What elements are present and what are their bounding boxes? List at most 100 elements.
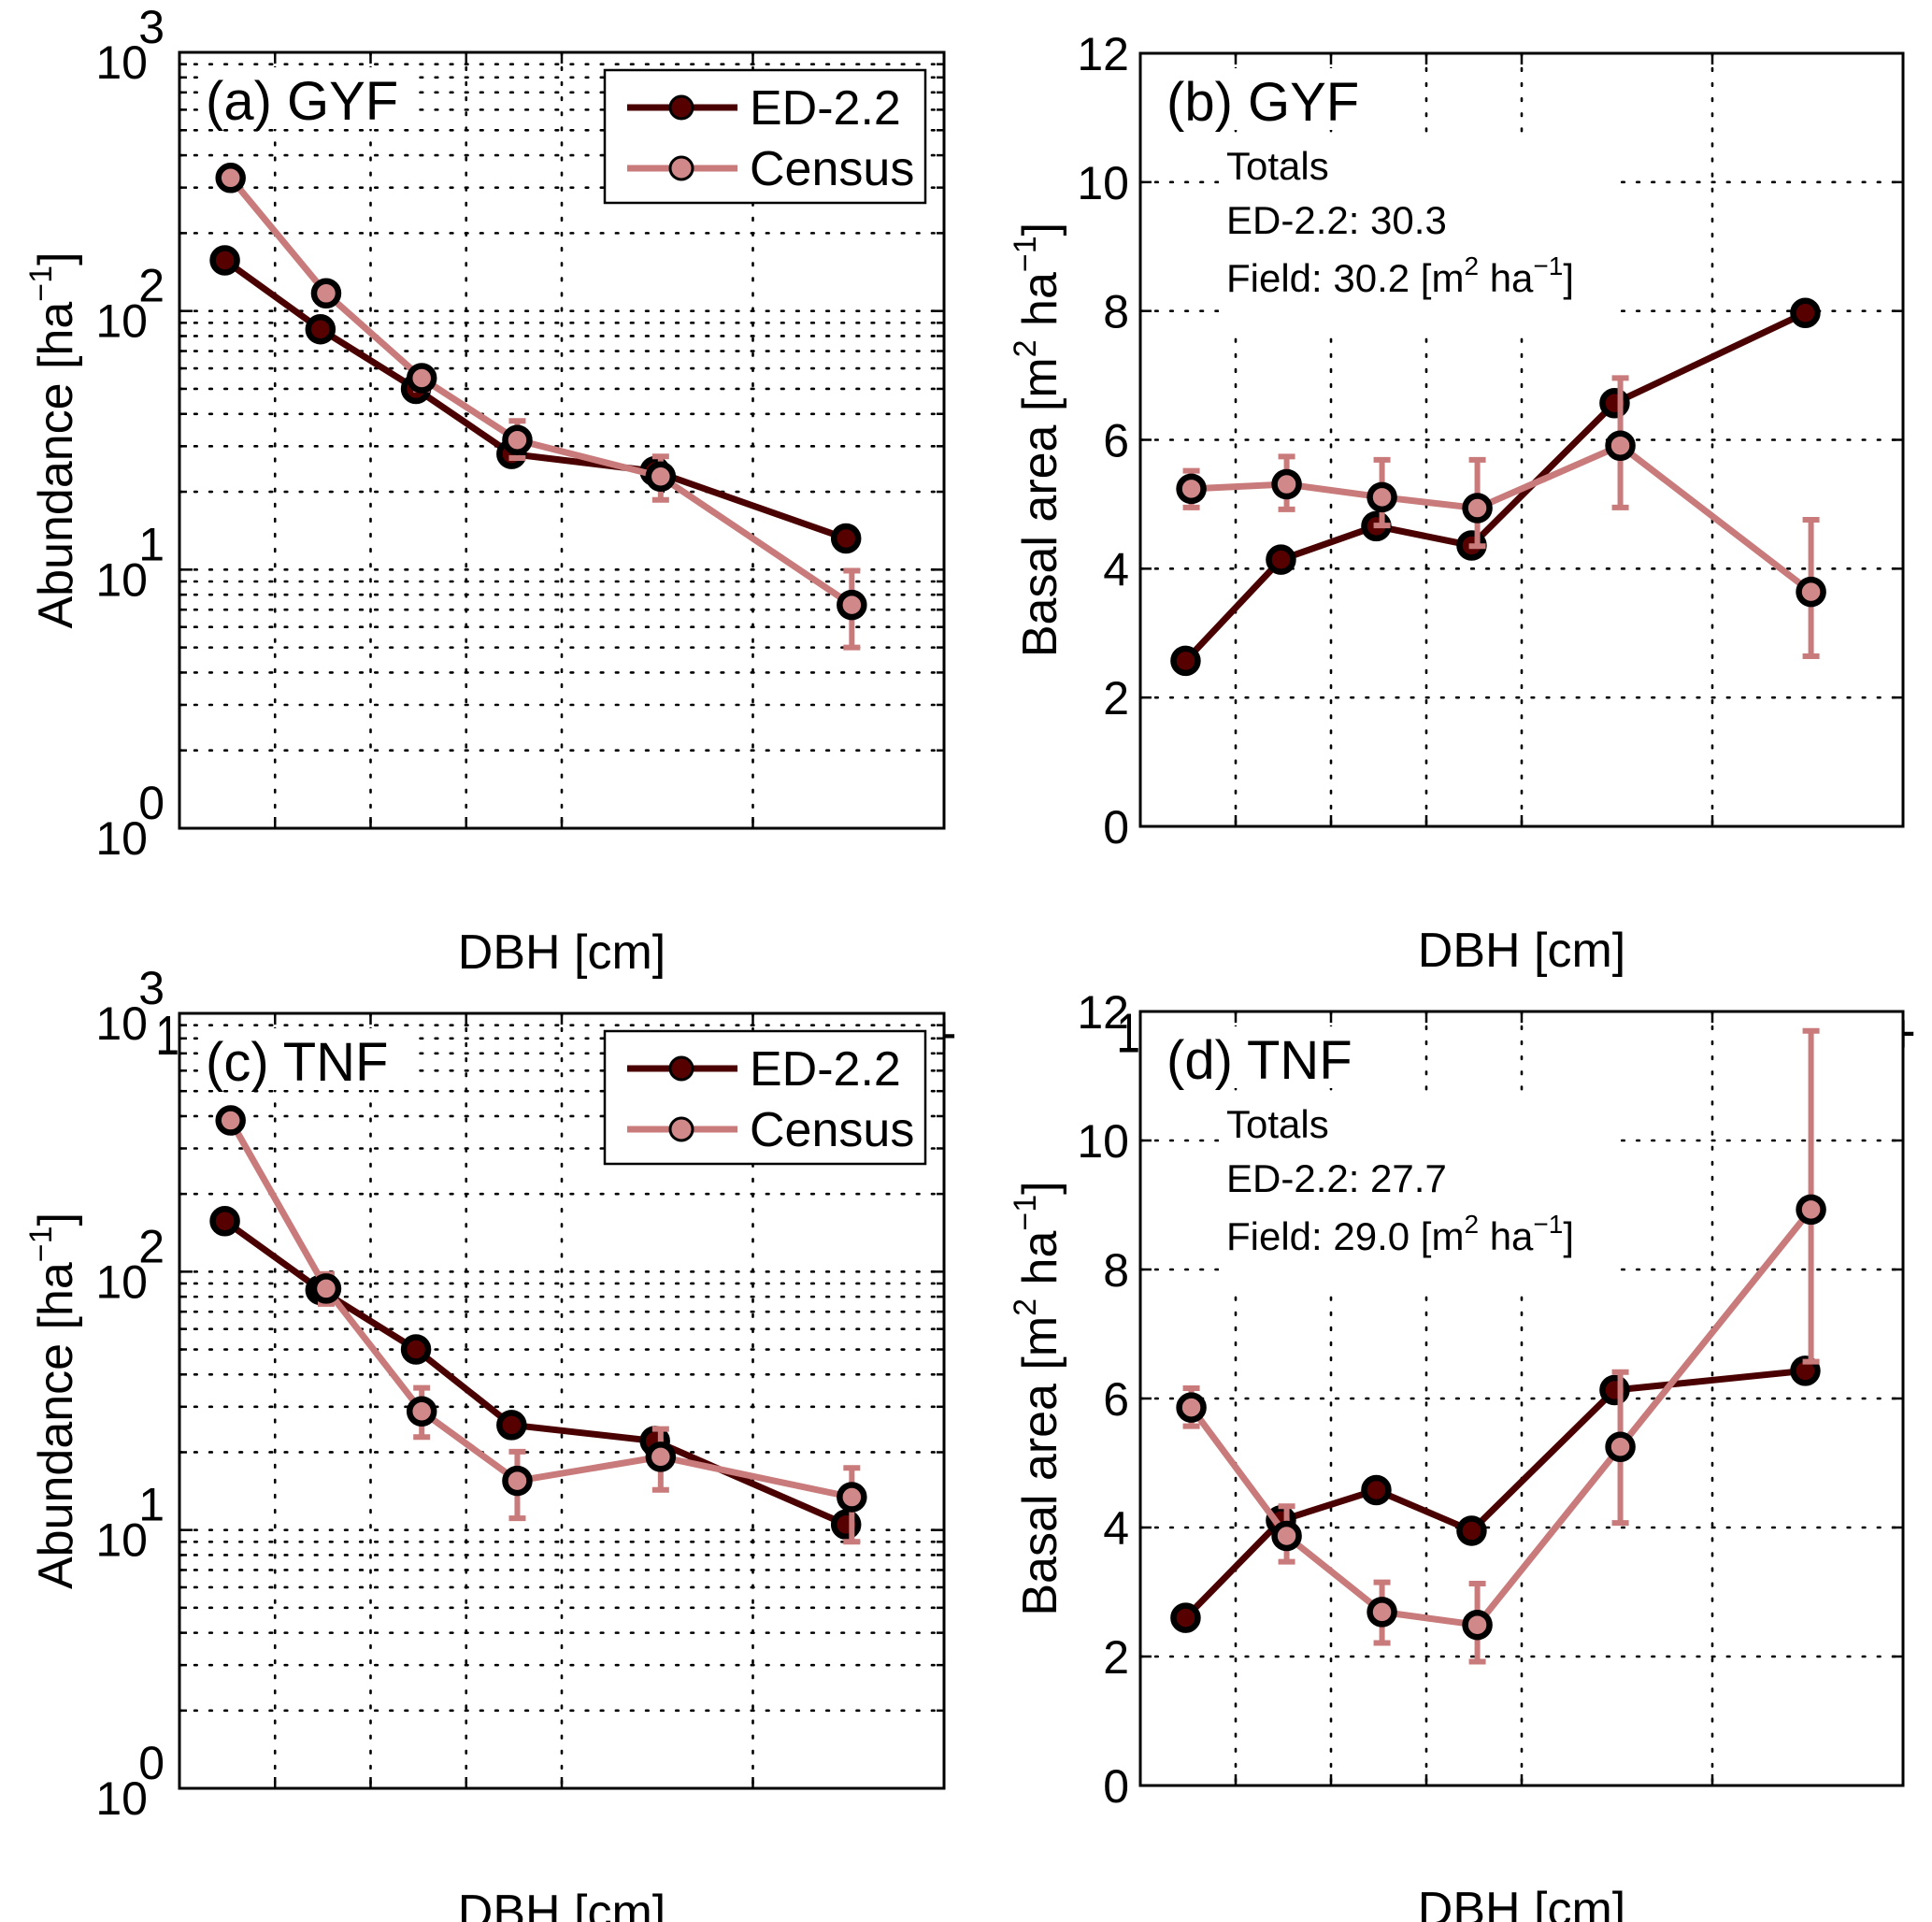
y-tick-exponent: 0	[138, 1737, 165, 1789]
y-tick-label: 10	[95, 1514, 148, 1567]
data-point	[1176, 473, 1207, 505]
y-tick-base: 10	[95, 36, 148, 89]
series-line	[1182, 1367, 1806, 1621]
totals-field: Field: 30.2 [m2 ha−1]	[1226, 251, 1574, 300]
y-axis-label: Abundance [ha−1]	[23, 1212, 83, 1589]
series-line	[1191, 442, 1813, 595]
y-tick-label: 10	[1077, 1115, 1129, 1168]
panel-label: (b) GYF	[1166, 72, 1359, 133]
data-point	[1266, 544, 1296, 575]
totals-superscript: −1	[1533, 1210, 1563, 1239]
series-census	[215, 1105, 867, 1545]
y-label-superscript: 2	[1008, 339, 1043, 357]
legend: ED-2.2 Census	[603, 1029, 927, 1166]
y-tick-labels: 0 2 4 6 8 10 12	[1077, 28, 1129, 853]
totals-unit: ha	[1479, 1214, 1534, 1258]
y-tick-exponent: 0	[138, 777, 165, 829]
series-line	[1182, 309, 1807, 664]
y-tick-exponent: 2	[138, 260, 165, 312]
series-line	[1188, 1207, 1814, 1628]
panel-label-backdrop	[1161, 68, 1378, 130]
legend-box	[603, 1029, 927, 1166]
y-tick-label: 4	[1103, 1502, 1129, 1555]
data-point	[1176, 1392, 1207, 1423]
x-axis-label: DBH [cm]	[1418, 924, 1625, 978]
data-point	[209, 245, 240, 276]
panel-label: (c) TNF	[206, 1032, 388, 1093]
y-label-text: Abundance [ha	[29, 302, 83, 629]
data-point	[645, 461, 677, 493]
x-axis-label: DBH [cm]	[458, 925, 665, 980]
y-tick-labels: 0 2 4 6 8 10 12	[1077, 986, 1129, 1813]
y-tick-exponent: 1	[138, 518, 165, 570]
panel-label-backdrop	[1161, 1026, 1378, 1088]
y-tick-label: 2	[1103, 672, 1129, 724]
totals-field: Field: 29.0 [m2 ha−1]	[1226, 1210, 1574, 1258]
totals-heading: Totals	[1226, 1102, 1329, 1146]
y-tick-label: 6	[1103, 415, 1129, 467]
y-tick-label: 10	[95, 812, 148, 865]
totals-superscript: 2	[1464, 1210, 1479, 1239]
y-tick-exponent: 3	[138, 1, 165, 53]
legend-label: ED-2.2	[750, 1042, 901, 1097]
y-label-text: Basal area [m	[1013, 357, 1067, 657]
y-tick-label: 12	[1077, 28, 1129, 80]
y-tick-label: 10	[95, 295, 148, 348]
y-label-text: Basal area [m	[1013, 1316, 1067, 1616]
totals-unit: ]	[1563, 1214, 1574, 1258]
totals-backdrop	[1219, 1100, 1621, 1287]
y-label-superscript: −1	[23, 265, 59, 302]
totals-superscript: 2	[1464, 251, 1479, 280]
data-point	[1367, 481, 1397, 513]
plot-frame	[178, 50, 946, 830]
y-tick-base: 10	[95, 553, 148, 606]
series-ed-2.2	[1170, 1355, 1821, 1633]
legend-box	[603, 68, 927, 205]
legend-marker-ed-2.2	[668, 94, 694, 121]
y-label-superscript: −1	[1008, 1195, 1043, 1231]
series-line	[227, 1118, 853, 1500]
grid-lines	[178, 50, 946, 830]
y-tick-label: 8	[1103, 286, 1129, 338]
legend-marker-ed-2.2	[668, 1055, 694, 1082]
y-tick-base: 10	[95, 1255, 148, 1308]
y-label-text: ]	[1013, 222, 1067, 236]
totals-unit: ]	[1563, 256, 1574, 300]
y-label-superscript: 2	[1008, 1298, 1043, 1316]
y-tick-label: 10	[95, 1772, 148, 1825]
x-axis-label: DBH [cm]	[458, 1886, 665, 1922]
plot-frame	[1138, 51, 1905, 828]
legend-label: Census	[750, 1103, 914, 1157]
totals-field-value: Field: 30.2 [m	[1226, 256, 1464, 300]
data-point	[837, 589, 867, 621]
data-point	[1367, 1597, 1397, 1628]
data-point	[305, 313, 336, 345]
data-point	[1796, 1194, 1826, 1226]
data-point	[502, 1465, 533, 1497]
data-point	[1605, 430, 1636, 461]
series-census	[215, 163, 867, 651]
y-tick-base: 10	[95, 1772, 148, 1825]
legend-label: Census	[750, 142, 914, 196]
y-tick-label: 6	[1103, 1373, 1129, 1426]
panel-label: (d) TNF	[1166, 1030, 1352, 1091]
totals-unit: ha	[1479, 256, 1534, 300]
data-point	[837, 1482, 867, 1513]
data-point	[1796, 576, 1826, 608]
data-point	[1790, 1355, 1821, 1386]
data-point	[1462, 1609, 1493, 1641]
data-point	[1170, 1602, 1201, 1633]
plot-frame	[1138, 1010, 1905, 1787]
legend: ED-2.2 Census	[603, 68, 927, 205]
data-point	[1271, 1520, 1302, 1552]
y-axis-label: Basal area [m2 ha−1]	[1008, 1181, 1067, 1615]
y-label-text: ]	[29, 1212, 83, 1226]
data-point	[406, 363, 437, 394]
totals-superscript: −1	[1533, 251, 1563, 280]
panel-label: (a) GYF	[206, 71, 398, 132]
y-tick-label: 10	[95, 553, 148, 606]
series-census	[1176, 375, 1826, 660]
y-tick-label: 10	[1077, 157, 1129, 209]
data-point	[209, 1205, 240, 1237]
